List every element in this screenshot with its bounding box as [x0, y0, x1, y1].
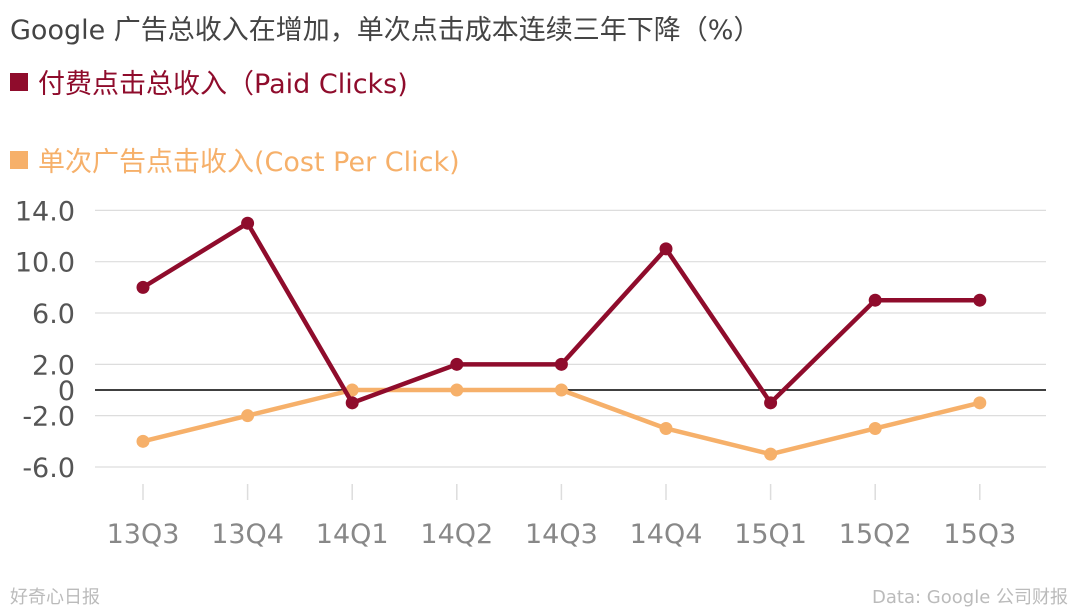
x-tick-label: 15Q2 — [839, 519, 912, 550]
y-tick-label: 0 — [58, 376, 75, 407]
data-point-paid-clicks — [554, 357, 568, 371]
x-tick-label: 14Q1 — [316, 519, 389, 550]
data-point-cost-per-click — [450, 383, 464, 397]
data-point-paid-clicks — [345, 396, 359, 410]
y-tick-label: 10.0 — [15, 248, 75, 279]
data-point-cost-per-click — [868, 421, 882, 435]
x-tick-label: 14Q2 — [420, 519, 493, 550]
y-tick-label: -2.0 — [22, 402, 75, 433]
x-tick-label: 14Q3 — [525, 519, 598, 550]
y-tick-label: 6.0 — [32, 299, 75, 330]
legend-item-paid-clicks: 付费点击总收入（Paid Clicks) — [10, 62, 408, 101]
data-point-cost-per-click — [554, 383, 568, 397]
data-point-cost-per-click — [764, 447, 778, 461]
footer-data-credit: Data: Google 公司财报 — [872, 587, 1068, 608]
y-tick-label: 2.0 — [32, 350, 75, 381]
legend-item-cost-per-click: 单次广告点击收入(Cost Per Click) — [10, 140, 460, 179]
legend-label-cost-per-click: 单次广告点击收入(Cost Per Click) — [38, 147, 460, 178]
data-point-cost-per-click — [241, 409, 255, 423]
data-point-paid-clicks — [973, 293, 987, 307]
data-point-cost-per-click — [973, 396, 987, 410]
chart-title: Google 广告总收入在增加，单次点击成本连续三年下降（%） — [10, 15, 761, 46]
x-tick-label: 15Q3 — [943, 519, 1016, 550]
data-point-paid-clicks — [764, 396, 778, 410]
data-point-cost-per-click — [659, 421, 673, 435]
series-line-cost-per-click — [140, 387, 983, 457]
data-point-paid-clicks — [136, 280, 150, 294]
data-point-paid-clicks — [659, 242, 673, 256]
footer-source-brand: 好奇心日报 — [10, 587, 100, 608]
x-tick-label: 15Q1 — [734, 519, 807, 550]
data-point-paid-clicks — [450, 357, 464, 371]
legend-swatch-paid-clicks — [10, 72, 28, 91]
y-tick-label: 14.0 — [15, 196, 75, 227]
y-tick-label: -6.0 — [22, 453, 75, 484]
data-point-paid-clicks — [868, 293, 882, 307]
legend-swatch-cost-per-click — [10, 150, 28, 169]
data-point-paid-clicks — [241, 216, 255, 230]
legend-label-paid-clicks: 付费点击总收入（Paid Clicks) — [38, 69, 408, 100]
x-tick-label: 13Q3 — [107, 519, 180, 550]
x-tick-label: 14Q4 — [630, 519, 703, 550]
data-point-cost-per-click — [136, 434, 150, 448]
x-tick-label: 13Q4 — [211, 519, 284, 550]
